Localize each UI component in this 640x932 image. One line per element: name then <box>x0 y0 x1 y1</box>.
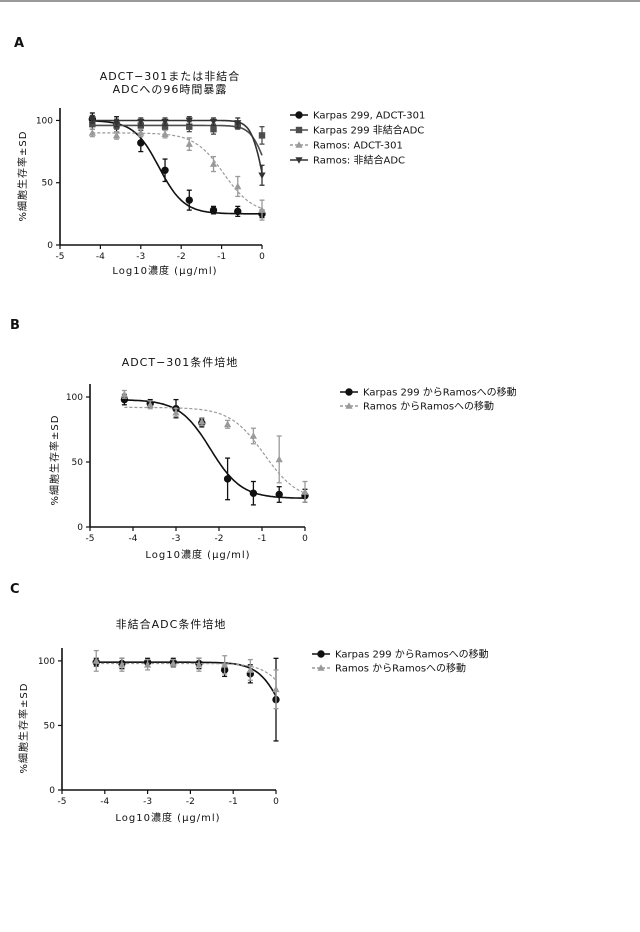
data-point <box>137 129 144 136</box>
data-point <box>276 456 283 463</box>
data-point <box>224 476 230 482</box>
x-tick-label: -3 <box>172 534 181 544</box>
panel-label: A <box>14 36 24 51</box>
x-tick-label: -3 <box>136 252 145 262</box>
legend-label: Karpas 299 からRamosへの移動 <box>363 386 517 399</box>
x-tick-label: -5 <box>58 797 67 807</box>
y-tick-label: 0 <box>77 523 83 533</box>
y-tick-label: 50 <box>42 179 54 189</box>
x-axis-label: Log10濃度 (μg/ml) <box>115 811 220 824</box>
data-point <box>259 132 265 138</box>
x-tick-label: -4 <box>129 534 138 544</box>
chart-panel-a: A ADCT−301または非結合ADCへの96時間暴露 -5 -4 -3 -2 -1 0 0 50… <box>14 36 425 277</box>
data-point <box>258 172 265 179</box>
legend-entry: Karpas 299 からRamosへの移動 <box>340 386 517 399</box>
y-tick-label: 100 <box>36 116 53 126</box>
data-point <box>301 488 308 495</box>
x-tick-label: 0 <box>302 534 308 544</box>
data-point <box>250 432 257 439</box>
x-tick-label: -4 <box>100 797 109 807</box>
x-tick-label: -1 <box>258 534 267 544</box>
legend-label: Karpas 299, ADCT-301 <box>313 111 425 122</box>
legend-entry: Ramos: ADCT-301 <box>290 141 403 152</box>
data-point <box>276 491 282 497</box>
x-tick-label: -1 <box>217 252 226 262</box>
data-point <box>250 490 256 496</box>
x-tick-label: -1 <box>229 797 238 807</box>
legend-marker <box>346 389 352 395</box>
chart-title: ADCへの96時間暴露 <box>113 83 228 96</box>
y-tick-label: 50 <box>44 721 56 731</box>
panel-label: B <box>10 318 20 333</box>
panel-label: C <box>10 582 20 597</box>
x-tick-label: -2 <box>177 252 186 262</box>
series-1 <box>121 391 309 503</box>
legend-label: Karpas 299 からRamosへの移動 <box>335 648 489 661</box>
y-tick-label: 100 <box>38 657 55 667</box>
legend-label: Ramos からRamosへの移動 <box>363 400 494 413</box>
y-axis-label: %細胞生存率±SD <box>48 415 61 506</box>
chart-panel-b: B ADCT−301条件培地 -5 -4 -3 -2 -1 0 0 50 100 Log10濃度 (μ… <box>10 318 517 561</box>
x-axis-label: Log10濃度 (μg/ml) <box>145 548 250 561</box>
chart-title: 非結合ADC条件培地 <box>116 617 227 631</box>
data-point <box>210 207 216 213</box>
fit-curve <box>92 125 262 155</box>
x-tick-label: -2 <box>215 534 224 544</box>
x-tick-label: 0 <box>273 797 279 807</box>
data-point <box>210 160 217 167</box>
legend-label: Ramos からRamosへの移動 <box>335 662 466 675</box>
legend-marker <box>296 112 302 118</box>
legend-entry: Ramos からRamosへの移動 <box>340 400 494 413</box>
chart-title: ADCT−301条件培地 <box>122 355 239 369</box>
x-tick-label: -3 <box>143 797 152 807</box>
y-tick-label: 0 <box>49 786 55 796</box>
chart-panel-c: C 非結合ADC条件培地 -5 -4 -3 -2 -1 0 0 50 100 Log10濃度 (μg/… <box>10 582 489 824</box>
x-tick-label: 0 <box>259 252 265 262</box>
x-tick-label: -5 <box>86 534 95 544</box>
data-point <box>138 140 144 146</box>
data-point <box>210 119 217 126</box>
x-axis-label: Log10濃度 (μg/ml) <box>112 264 217 277</box>
x-tick-label: -5 <box>56 252 65 262</box>
data-point <box>186 197 192 203</box>
y-axis-label: %細胞生存率±SD <box>17 683 30 774</box>
x-tick-label: -4 <box>96 252 105 262</box>
data-point <box>272 686 279 693</box>
data-point <box>162 167 168 173</box>
y-tick-label: 100 <box>66 393 83 403</box>
data-point <box>234 183 241 190</box>
series-1 <box>93 651 280 709</box>
fit-curve <box>124 407 305 493</box>
y-tick-label: 50 <box>72 458 84 468</box>
fit-curve <box>124 400 305 498</box>
y-axis-label: %細胞生存率±SD <box>16 131 29 222</box>
chart-title: ADCT−301または非結合 <box>100 69 241 83</box>
legend-label: Ramos: 非結合ADC <box>313 154 405 167</box>
series-0 <box>121 394 308 505</box>
data-point <box>224 421 231 428</box>
y-tick-label: 0 <box>47 241 53 251</box>
legend-entry: Karpas 299 からRamosへの移動 <box>312 648 489 661</box>
legend-label: Ramos: ADCT-301 <box>313 141 403 152</box>
data-point <box>210 126 216 132</box>
legend-entry: Ramos からRamosへの移動 <box>312 662 466 675</box>
legend-entry: Ramos: 非結合ADC <box>290 154 405 167</box>
data-point <box>121 391 128 398</box>
legend-marker <box>318 651 324 657</box>
legend-marker <box>296 127 302 133</box>
legend-entry: Karpas 299 非結合ADC <box>290 124 424 137</box>
legend-label: Karpas 299 非結合ADC <box>313 124 424 137</box>
legend-entry: Karpas 299, ADCT-301 <box>290 111 425 122</box>
x-tick-label: -2 <box>186 797 195 807</box>
data-point <box>235 208 241 214</box>
